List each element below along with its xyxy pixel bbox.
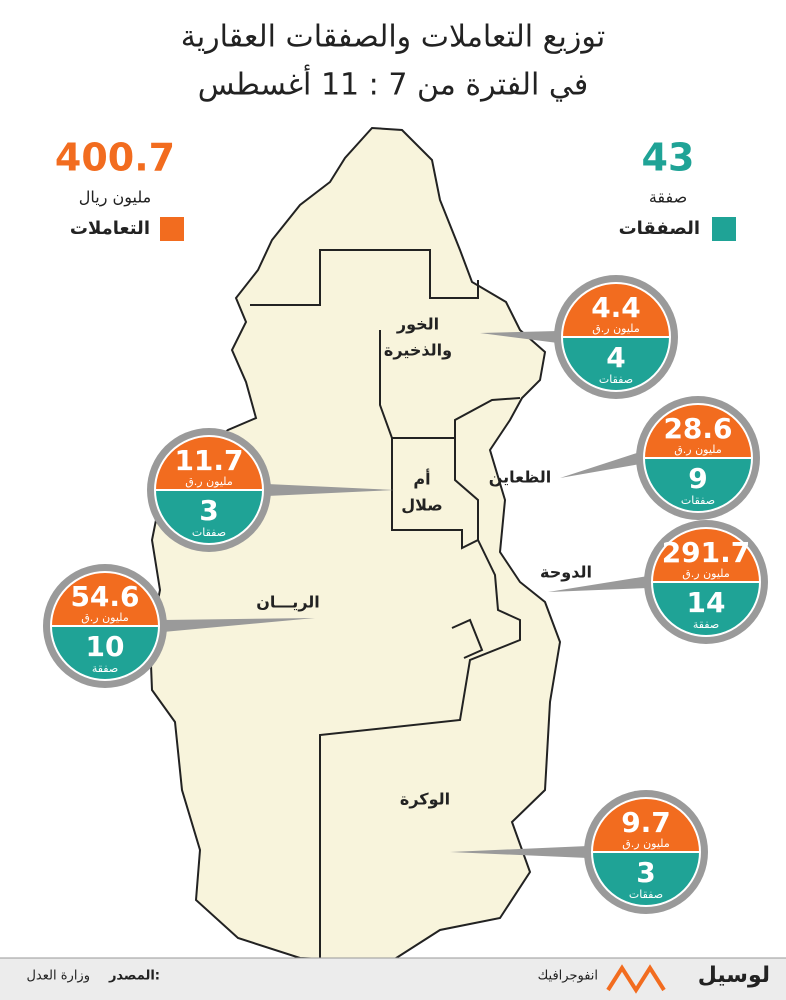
region-value: 28.6 [663,412,732,445]
total-transactions: 400.7 [55,136,175,180]
region-value-unit: مليون ر.ق [81,611,129,624]
region-deals: 4 [606,341,625,374]
pointer [560,452,640,478]
value-half [562,283,670,337]
deals-half [592,852,700,906]
legend-label: التعاملات [70,218,150,239]
region-value: 291.7 [662,536,751,569]
tag: انفوجرافيك [538,969,598,984]
total-deals: 43 [642,136,695,180]
brand: لوسيل [698,963,770,988]
pointer [450,846,588,858]
region-name: والذخيرة [384,341,452,360]
region-deals: 14 [687,586,726,619]
region-value-unit: مليون ر.ق [674,443,722,456]
region-name: صلال [401,496,443,515]
region-deals-unit: صفقات [681,494,715,507]
border [250,249,479,306]
border [451,618,484,659]
legend-swatch [160,217,184,241]
region-name: الظعاين [489,468,552,487]
value-half [51,572,159,626]
region-value-unit: مليون ر.ق [622,837,670,850]
region-deals-unit: صفقات [599,373,633,386]
region-deals-unit: صفقات [192,526,226,539]
legend-swatch [712,217,736,241]
region-name: أم [413,469,430,489]
border [319,539,521,962]
pointer [480,331,558,343]
region-value: 54.6 [70,580,139,613]
subtitle: في الفترة من 7 : 11 أغسطس [198,64,589,103]
deals-half [652,582,760,636]
pointer [163,618,315,632]
value-half [652,528,760,582]
region-value-unit: مليون ر.ق [592,322,640,335]
region-value: 11.7 [174,444,243,477]
region-value-unit: مليون ر.ق [682,567,730,580]
region-deals-unit: صفقة [92,662,118,675]
logo-mark [606,964,666,994]
region-deals: 3 [636,856,655,889]
title: توزيع التعاملات والصفقات العقارية [181,20,606,55]
deals-half [644,458,752,512]
source: وزارة العدل [26,969,90,984]
region-deals-unit: صفقات [629,888,663,901]
region-name: الوكرة [400,790,450,809]
pointer [267,484,395,496]
deals-half [155,490,263,544]
region-deals-unit: صفقة [693,618,719,631]
region-deals: 3 [199,494,218,527]
deals-half [562,337,670,391]
total-unit: مليون ريال [79,188,151,208]
region-name: الريـــان [256,593,320,612]
total-unit: صفقة [649,188,687,207]
source-label: المصدر: [108,969,160,984]
value-half [592,798,700,852]
region-value-unit: مليون ر.ق [185,475,233,488]
deals-half [51,626,159,680]
region-name: الدوحة [540,563,592,582]
legend-label: الصفقات [619,218,700,239]
region-name: الخور [396,315,439,334]
value-half [155,436,263,490]
region-value: 9.7 [621,806,671,839]
region-deals: 9 [688,462,707,495]
border [379,330,521,550]
region-deals: 10 [86,630,125,663]
pointer [548,576,648,592]
value-half [644,404,752,458]
region-value: 4.4 [591,291,641,324]
